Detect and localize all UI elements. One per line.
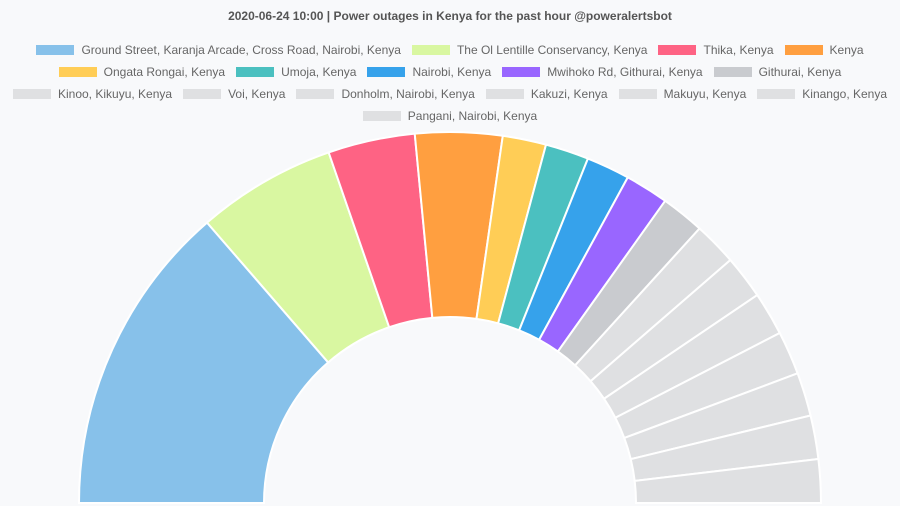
legend-item[interactable]: Ground Street, Karanja Arcade, Cross Roa… [36, 43, 401, 57]
chart-slice[interactable] [77, 221, 330, 504]
chart-title: 2020-06-24 10:00 | Power outages in Keny… [228, 9, 672, 23]
legend-row: Ongata Rongai, Kenya Umoja, Kenya Nairobi,… [0, 65, 900, 79]
legend-label: Donholm, Nairobi, Kenya [341, 87, 475, 101]
legend-item[interactable]: Pangani, Nairobi, Kenya [362, 109, 538, 123]
legend-item[interactable]: Kakuzi, Kenya [485, 87, 608, 101]
legend-swatch [411, 45, 450, 55]
legend-swatch [58, 67, 97, 77]
legend-label: Ground Street, Karanja Arcade, Cross Roa… [81, 43, 401, 57]
legend-swatch [236, 67, 275, 77]
legend-row: Ground Street, Karanja Arcade, Cross Roa… [0, 43, 900, 57]
legend-label: Mwihoko Rd, Githurai, Kenya [547, 65, 703, 79]
legend-item[interactable]: Kenya [784, 43, 864, 57]
legend-item[interactable]: Voi, Kenya [183, 87, 285, 101]
legend-item[interactable]: Umoja, Kenya [236, 65, 356, 79]
legend-label: Nairobi, Kenya [412, 65, 492, 79]
legend-swatch [618, 89, 657, 99]
legend-row: Kinoo, Kikuyu, Kenya Voi, Kenya Donholm, N… [0, 87, 900, 101]
legend-label: Makuyu, Kenya [663, 87, 747, 101]
chart-slice[interactable] [633, 457, 823, 504]
legend-swatch [485, 89, 524, 99]
legend-item[interactable]: Kinoo, Kikuyu, Kenya [12, 87, 173, 101]
legend-label: Githurai, Kenya [758, 65, 842, 79]
legend-item[interactable]: Makuyu, Kenya [618, 87, 747, 101]
legend-label: Kinoo, Kikuyu, Kenya [57, 87, 173, 101]
legend-swatch [713, 67, 752, 77]
legend-row: Pangani, Nairobi, Kenya [0, 109, 900, 123]
legend-swatch [12, 89, 51, 99]
legend-item[interactable]: Ongata Rongai, Kenya [58, 65, 226, 79]
legend-swatch [658, 45, 697, 55]
legend-item[interactable]: The Ol Lentille Conservancy, Kenya [411, 43, 648, 57]
legend-swatch [36, 45, 75, 55]
legend-label: The Ol Lentille Conservancy, Kenya [456, 43, 648, 57]
legend-item[interactable]: Thika, Kenya [658, 43, 774, 57]
legend-swatch [183, 89, 222, 99]
legend-swatch [757, 89, 796, 99]
legend-label: Kinango, Kenya [802, 87, 888, 101]
legend-label: Voi, Kenya [228, 87, 286, 101]
legend-label: Kakuzi, Kenya [530, 87, 608, 101]
legend-item[interactable]: Donholm, Nairobi, Kenya [296, 87, 475, 101]
legend-label: Thika, Kenya [703, 43, 774, 57]
legend-label: Kenya [829, 43, 864, 57]
legend-item[interactable]: Mwihoko Rd, Githurai, Kenya [502, 65, 703, 79]
legend-item[interactable]: Githurai, Kenya [713, 65, 842, 79]
legend-swatch [502, 67, 541, 77]
legend-swatch [367, 67, 406, 77]
legend-label: Pangani, Nairobi, Kenya [407, 109, 538, 123]
legend-item[interactable]: Kinango, Kenya [757, 87, 887, 101]
legend-swatch [784, 45, 823, 55]
legend-swatch [362, 111, 401, 121]
legend-item[interactable]: Nairobi, Kenya [367, 65, 491, 79]
legend-swatch [296, 89, 335, 99]
legend-label: Umoja, Kenya [281, 65, 357, 79]
legend-label: Ongata Rongai, Kenya [103, 65, 226, 79]
